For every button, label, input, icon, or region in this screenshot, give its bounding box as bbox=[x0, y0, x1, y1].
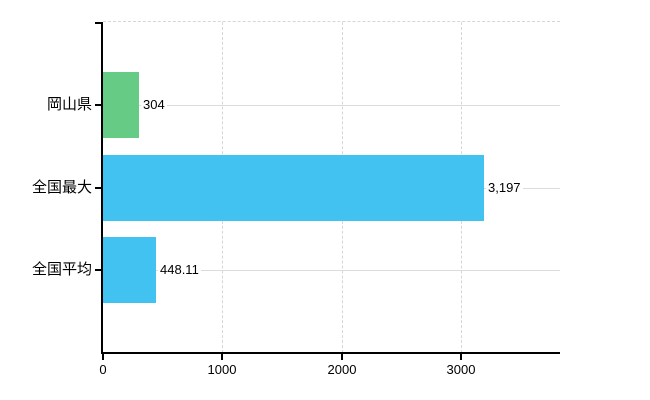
y-gridline bbox=[103, 105, 560, 106]
category-label: 岡山県 bbox=[46, 96, 92, 113]
value-label: 3,197 bbox=[486, 180, 523, 196]
x-axis-tick bbox=[460, 354, 462, 360]
x-axis bbox=[101, 352, 560, 354]
y-axis-tick bbox=[95, 269, 103, 271]
bar bbox=[103, 237, 156, 303]
x-tick-label: 1000 bbox=[207, 362, 237, 377]
y-axis bbox=[101, 22, 103, 353]
x-tick-label: 3000 bbox=[446, 362, 476, 377]
value-label: 304 bbox=[141, 97, 167, 113]
x-axis-tick bbox=[102, 354, 104, 360]
x-tick-label: 0 bbox=[99, 362, 107, 377]
value-label: 448.11 bbox=[158, 262, 201, 278]
category-label: 全国平均 bbox=[31, 261, 92, 278]
bar bbox=[103, 155, 484, 221]
y-gridline bbox=[103, 270, 560, 271]
category-label: 全国最大 bbox=[31, 179, 92, 196]
x-axis-tick bbox=[341, 354, 343, 360]
x-tick-label: 2000 bbox=[327, 362, 357, 377]
y-axis-tick bbox=[95, 187, 103, 189]
plot-top-border bbox=[103, 21, 560, 22]
y-axis-tick bbox=[95, 104, 103, 106]
y-axis-top-tick bbox=[95, 22, 103, 24]
x-axis-tick bbox=[221, 354, 223, 360]
bar bbox=[103, 72, 139, 138]
